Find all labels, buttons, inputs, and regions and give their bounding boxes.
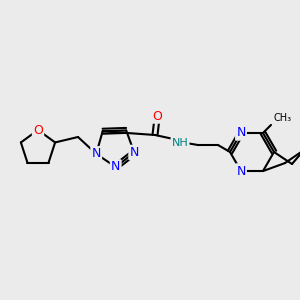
Text: N: N (92, 147, 101, 160)
Text: N: N (236, 126, 246, 140)
Text: CH₃: CH₃ (274, 113, 292, 123)
Text: NH: NH (172, 138, 188, 148)
Text: N: N (130, 146, 139, 159)
Text: O: O (33, 124, 43, 136)
Text: N: N (111, 160, 120, 173)
Text: O: O (152, 110, 162, 122)
Text: N: N (236, 165, 246, 178)
